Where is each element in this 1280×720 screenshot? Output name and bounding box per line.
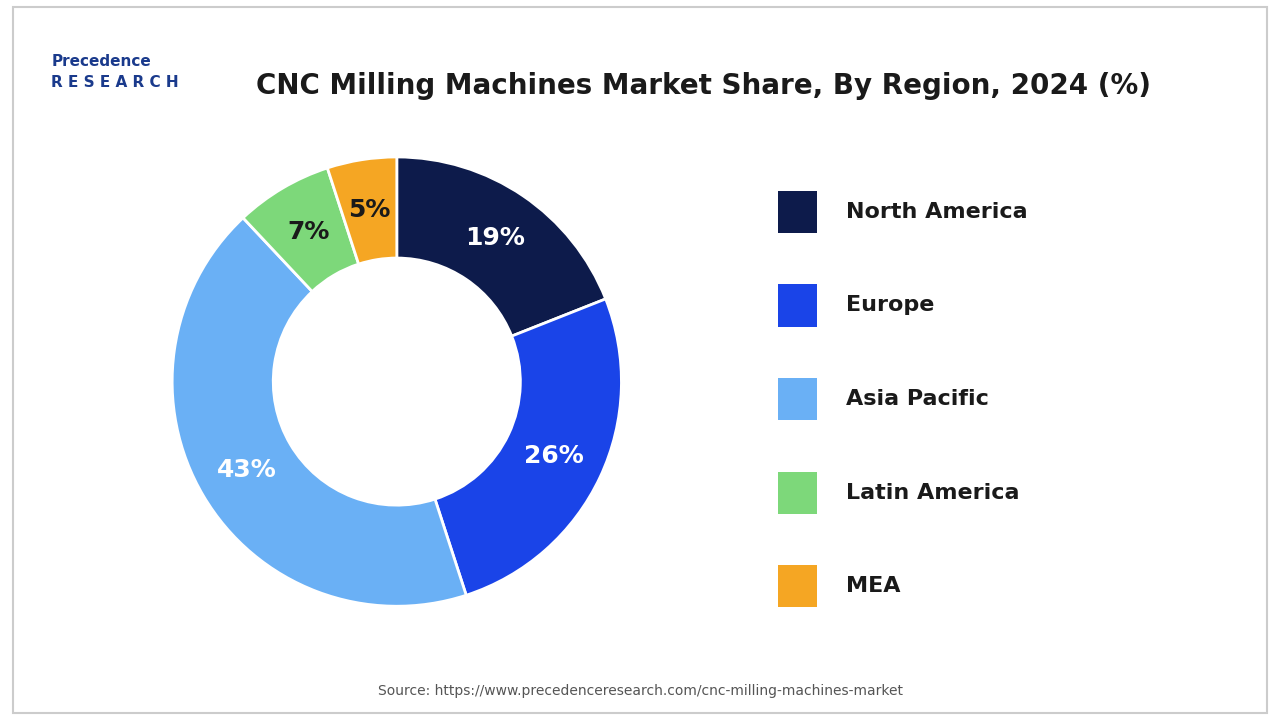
FancyBboxPatch shape bbox=[778, 284, 817, 326]
Wedge shape bbox=[328, 157, 397, 264]
Text: Latin America: Latin America bbox=[846, 482, 1019, 503]
Text: Europe: Europe bbox=[846, 295, 934, 315]
Text: 5%: 5% bbox=[348, 198, 390, 222]
FancyBboxPatch shape bbox=[778, 565, 817, 607]
Text: North America: North America bbox=[846, 202, 1028, 222]
Text: 43%: 43% bbox=[218, 458, 276, 482]
Text: CNC Milling Machines Market Share, By Region, 2024 (%): CNC Milling Machines Market Share, By Re… bbox=[256, 73, 1152, 100]
Wedge shape bbox=[435, 299, 622, 595]
FancyBboxPatch shape bbox=[778, 191, 817, 233]
Wedge shape bbox=[397, 157, 605, 336]
Text: Source: https://www.precedenceresearch.com/cnc-milling-machines-market: Source: https://www.precedenceresearch.c… bbox=[378, 684, 902, 698]
FancyBboxPatch shape bbox=[778, 378, 817, 420]
Wedge shape bbox=[243, 168, 358, 292]
Text: 19%: 19% bbox=[465, 225, 525, 250]
Text: MEA: MEA bbox=[846, 576, 900, 596]
Wedge shape bbox=[173, 218, 466, 606]
Text: Precedence
R E S E A R C H: Precedence R E S E A R C H bbox=[51, 54, 179, 90]
Text: Asia Pacific: Asia Pacific bbox=[846, 389, 988, 409]
Text: 26%: 26% bbox=[525, 444, 584, 468]
Text: 7%: 7% bbox=[287, 220, 329, 244]
FancyBboxPatch shape bbox=[778, 472, 817, 514]
